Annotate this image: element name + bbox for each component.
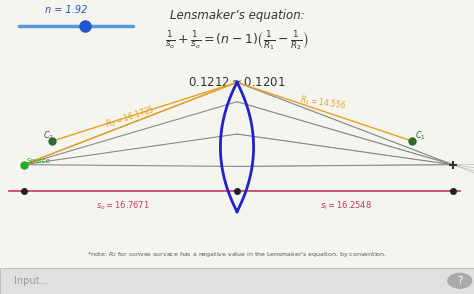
Text: *note: $R_2$ for convex survace has a negative value in the Lensmaker's equation: *note: $R_2$ for convex survace has a ne… bbox=[87, 250, 387, 259]
Text: Input...: Input... bbox=[14, 276, 49, 286]
Text: $s_o = 16.7671$: $s_o = 16.7671$ bbox=[96, 200, 150, 212]
Text: $0.1212 \approx 0.1201$: $0.1212 \approx 0.1201$ bbox=[188, 76, 286, 89]
Text: $\frac{1}{s_o} + \frac{1}{s_o} = (n-1)\left(\frac{1}{R_1} - \frac{1}{R_2}\right): $\frac{1}{s_o} + \frac{1}{s_o} = (n-1)\l… bbox=[165, 29, 309, 53]
Text: $C_1$: $C_1$ bbox=[415, 129, 426, 142]
Text: $R_2 = 16.1725$: $R_2 = 16.1725$ bbox=[104, 104, 157, 131]
Text: $R_1 = 14.556$: $R_1 = 14.556$ bbox=[299, 93, 346, 112]
Text: ?: ? bbox=[457, 276, 462, 286]
Text: $s_i = 16.2548$: $s_i = 16.2548$ bbox=[320, 200, 372, 212]
FancyBboxPatch shape bbox=[0, 268, 474, 294]
Text: n = 1.92: n = 1.92 bbox=[45, 5, 88, 15]
Text: $C_2$: $C_2$ bbox=[43, 129, 54, 142]
Circle shape bbox=[448, 273, 472, 288]
Text: Lensmaker’s equation:: Lensmaker’s equation: bbox=[170, 9, 304, 22]
Text: Source: Source bbox=[26, 158, 50, 164]
